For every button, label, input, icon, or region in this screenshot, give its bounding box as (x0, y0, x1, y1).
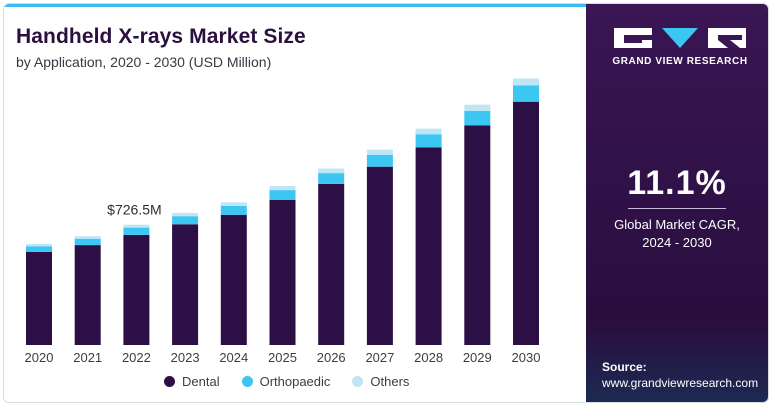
x-tick-label-2023: 2023 (171, 350, 200, 365)
legend-item-orthopaedic: Orthopaedic (241, 374, 331, 389)
cagr-divider (628, 208, 726, 209)
bar-dental-2028 (415, 147, 442, 345)
legend-label-orthopaedic: Orthopaedic (259, 374, 331, 389)
x-tick-label-2028: 2028 (414, 350, 443, 365)
bar-others-2027 (366, 149, 393, 155)
x-tick-label-2021: 2021 (73, 350, 102, 365)
x-tick-label-2029: 2029 (463, 350, 492, 365)
x-tick-label-2020: 2020 (25, 350, 54, 365)
bar-others-2021 (74, 236, 101, 239)
bar-others-2020 (26, 243, 52, 247)
cagr-label-line2: 2024 - 2030 (642, 235, 712, 250)
bar-dental-2021 (74, 245, 101, 345)
bar-orthopaedic-2021 (74, 238, 101, 246)
bar-dental-2027 (366, 166, 393, 345)
x-tick-label-2025: 2025 (268, 350, 297, 365)
legend-swatch-others (352, 376, 364, 387)
bar-orthopaedic-2023 (172, 216, 199, 225)
bar-dental-2030 (513, 101, 539, 345)
bar-orthopaedic-2020 (26, 246, 52, 252)
x-tick-label-2022: 2022 (122, 350, 151, 365)
bar-others-2028 (415, 128, 442, 135)
chart-panel: Handheld X-rays Market Size by Applicati… (4, 7, 586, 402)
chart-legend: Dental Orthopaedic Others (164, 374, 409, 389)
top-accent-bar (4, 4, 586, 7)
bar-dental-2029 (464, 125, 491, 345)
bar-others-2030 (513, 78, 539, 86)
source-note: Source: www.grandviewresearch.com (602, 359, 758, 391)
legend-item-dental: Dental (164, 374, 220, 389)
bar-orthopaedic-2027 (366, 154, 393, 167)
legend-item-others: Others (352, 374, 409, 389)
legend-label-dental: Dental (182, 374, 220, 389)
bar-orthopaedic-2026 (318, 173, 345, 184)
x-tick-label-2026: 2026 (317, 350, 346, 365)
legend-swatch-orthopaedic (241, 376, 253, 387)
bar-dental-2024 (220, 214, 247, 345)
bar-dental-2025 (269, 199, 296, 345)
bar-orthopaedic-2029 (464, 110, 491, 126)
bar-orthopaedic-2022 (123, 227, 150, 235)
bar-chart: 2020 2021 2022 $726.5M 2023 2024 2025 2026 2027 2… (25, 78, 541, 365)
bar-orthopaedic-2024 (220, 206, 247, 215)
bar-others-2024 (220, 202, 247, 206)
side-panel: GRAND VIEW RESEARCH 11.1% Global Market … (586, 4, 768, 402)
cagr-value: 11.1% (627, 164, 727, 202)
bar-dental-2026 (318, 183, 345, 345)
brand-logo: GRAND VIEW RESEARCH (610, 26, 750, 67)
x-tick-label-2027: 2027 (365, 350, 394, 365)
bar-orthopaedic-2025 (269, 190, 296, 200)
bar-dental-2023 (172, 224, 199, 345)
source-label: Source: (602, 360, 647, 374)
bar-others-2025 (269, 185, 296, 191)
bar-orthopaedic-2028 (415, 134, 442, 148)
bar-others-2023 (172, 212, 199, 217)
bar-dental-2020 (26, 251, 52, 345)
chart-card: Handheld X-rays Market Size by Applicati… (3, 3, 769, 403)
legend-swatch-dental (164, 376, 175, 387)
cagr-label-line1: Global Market CAGR, (614, 217, 740, 232)
bar-dental-2022 (123, 234, 150, 345)
cagr-label: Global Market CAGR, 2024 - 2030 (586, 216, 768, 252)
chart-subtitle: by Application, 2020 - 2030 (USD Million… (16, 54, 272, 70)
bar-others-2029 (464, 104, 491, 111)
x-tick-label-2024: 2024 (219, 350, 248, 365)
source-link[interactable]: www.grandviewresearch.com (602, 376, 759, 390)
bar-others-2022 (123, 224, 150, 228)
chart-title: Handheld X-rays Market Size (16, 25, 306, 48)
brand-name: GRAND VIEW RESEARCH (612, 56, 748, 67)
data-label-2022: $726.5M (107, 202, 161, 218)
bar-orthopaedic-2030 (513, 85, 539, 102)
bar-others-2026 (318, 168, 345, 174)
x-tick-label-2030: 2030 (512, 350, 541, 365)
brand-logo-mark (614, 28, 746, 48)
legend-label-others: Others (370, 374, 410, 389)
